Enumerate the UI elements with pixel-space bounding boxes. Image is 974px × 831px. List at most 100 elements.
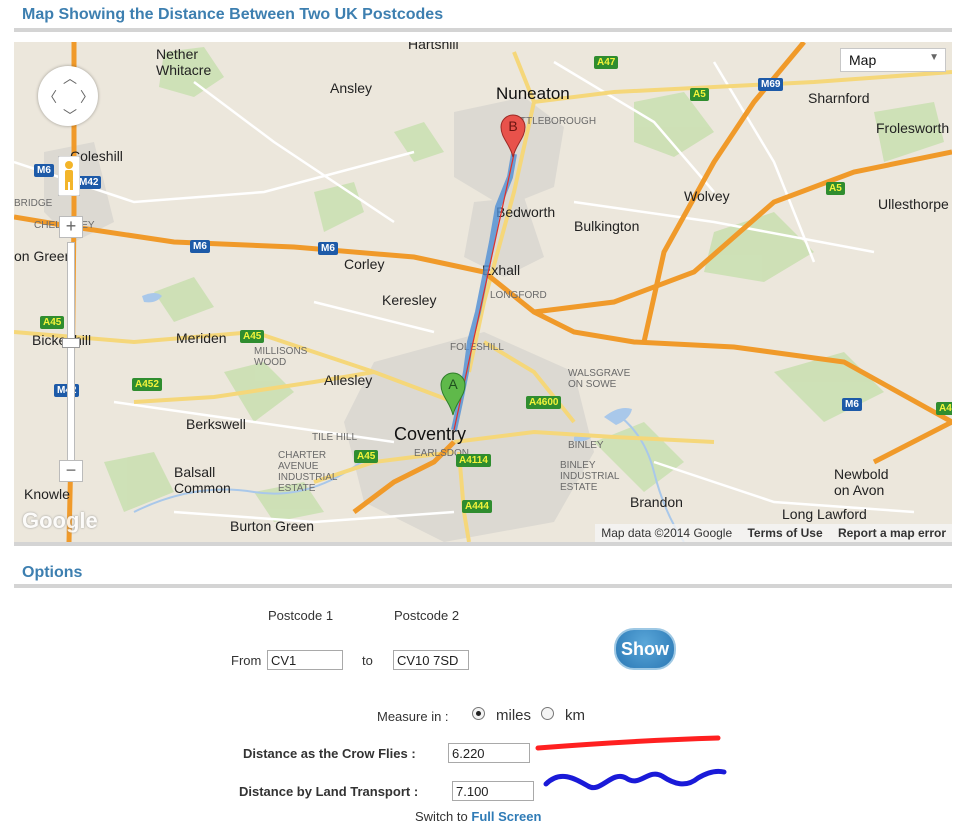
place-hartshill: Hartshill bbox=[408, 42, 459, 52]
place-millisons-wood: MILLISONS WOOD bbox=[254, 346, 308, 368]
place-newbold: Newbold on Avon bbox=[834, 466, 889, 498]
marker-b[interactable]: B bbox=[500, 114, 526, 158]
place-wolvey: Wolvey bbox=[684, 188, 730, 204]
miles-label[interactable]: miles bbox=[496, 707, 532, 724]
place-berkswell: Berkswell bbox=[186, 416, 246, 432]
terms-of-use-link[interactable]: Terms of Use bbox=[747, 526, 823, 540]
place-frolesworth: Frolesworth bbox=[876, 120, 950, 136]
pan-down-icon[interactable]: ﹀ bbox=[63, 108, 77, 124]
to-label: to bbox=[362, 653, 373, 668]
road-shield-a45: A45 bbox=[936, 402, 952, 415]
road-shield-a444: A444 bbox=[462, 500, 492, 513]
from-label: From bbox=[231, 653, 262, 668]
place-burton-green: Burton Green bbox=[230, 518, 315, 534]
place-long-lawford: Long Lawford bbox=[782, 506, 867, 522]
land-transport-value bbox=[452, 781, 534, 801]
zoom-out-button[interactable]: − bbox=[59, 460, 83, 482]
place-meriden: Meriden bbox=[176, 330, 227, 346]
road-shield-a45: A45 bbox=[354, 450, 379, 463]
place-bridge: BRIDGE bbox=[14, 198, 53, 209]
road-shield-m42: M42 bbox=[76, 176, 102, 189]
place-bedworth: Bedworth bbox=[496, 204, 556, 220]
place-coleshill: Coleshill bbox=[70, 148, 123, 164]
switch-to-label: Switch to Full Screen bbox=[415, 809, 542, 824]
options-title: Options bbox=[22, 564, 83, 581]
report-map-error-link[interactable]: Report a map error bbox=[837, 526, 946, 540]
road-shield-a5: A5 bbox=[690, 88, 709, 101]
red-underline-annotation bbox=[535, 735, 721, 751]
place-walsgrave: WALSGRAVE ON SOWE bbox=[568, 368, 631, 390]
map-canvas[interactable]: Nether Whitacre Hartshill Ansley Nuneato… bbox=[14, 42, 952, 542]
crow-flies-value bbox=[448, 743, 530, 763]
place-nether-whitacre: Nether Whitacre bbox=[156, 46, 212, 78]
place-corley: Corley bbox=[344, 256, 385, 272]
measure-label: Measure in : bbox=[377, 709, 449, 724]
map-pin-icon bbox=[500, 114, 526, 158]
show-button[interactable]: Show bbox=[614, 628, 676, 670]
map-bottom-divider bbox=[14, 542, 952, 546]
place-keresley: Keresley bbox=[382, 292, 437, 308]
pan-left-icon[interactable]: 〈 bbox=[43, 89, 57, 105]
miles-radio[interactable] bbox=[472, 707, 485, 720]
place-charter-avenue: CHARTER AVENUE INDUSTRIAL ESTATE bbox=[278, 450, 338, 494]
pan-control[interactable]: ︿ ﹀ 〈 〉 bbox=[38, 66, 98, 126]
zoom-slider-track[interactable] bbox=[67, 242, 75, 474]
road-shield-a45: A45 bbox=[240, 330, 265, 343]
road-shield-m6: M6 bbox=[34, 164, 54, 177]
postcode1-label: Postcode 1 bbox=[268, 608, 334, 623]
blue-scribble-annotation bbox=[543, 768, 727, 791]
road-shield-a4600: A4600 bbox=[526, 396, 562, 409]
place-attleborough: ATTLEBOROUGH bbox=[514, 116, 597, 127]
road-shield-a5: A5 bbox=[826, 182, 845, 195]
title-divider bbox=[14, 28, 952, 32]
crow-flies-label: Distance as the Crow Flies : bbox=[243, 746, 416, 761]
full-screen-link[interactable]: Full Screen bbox=[471, 809, 542, 824]
place-exhall: Exhall bbox=[482, 262, 521, 278]
page-title: Map Showing the Distance Between Two UK … bbox=[22, 6, 444, 23]
route-overlay bbox=[451, 153, 517, 431]
options-divider bbox=[14, 584, 952, 588]
place-tile-hill: TILE HILL bbox=[312, 432, 358, 443]
place-ansley: Ansley bbox=[330, 80, 373, 96]
pegman-icon[interactable] bbox=[58, 156, 80, 196]
place-ullesthorpe: Ullesthorpe bbox=[878, 196, 949, 212]
postcode2-label: Postcode 2 bbox=[394, 608, 460, 623]
marker-a[interactable]: A bbox=[440, 372, 466, 416]
place-knowle: Knowle bbox=[24, 486, 70, 502]
place-longford: LONGFORD bbox=[490, 290, 547, 301]
pan-right-icon[interactable]: 〉 bbox=[80, 89, 94, 105]
map-data-credit: Map data ©2014 Google bbox=[601, 526, 733, 540]
pan-up-icon[interactable]: ︿ bbox=[63, 70, 77, 86]
place-nuneaton: Nuneaton bbox=[496, 84, 570, 103]
map-type-select[interactable]: Map ▼ bbox=[840, 48, 946, 72]
place-allesley: Allesley bbox=[324, 372, 373, 388]
place-balsall-common: Balsall Common bbox=[174, 464, 231, 496]
km-label[interactable]: km bbox=[565, 707, 585, 724]
place-binley-industrial: BINLEY INDUSTRIAL ESTATE bbox=[560, 460, 620, 493]
land-transport-label: Distance by Land Transport : bbox=[239, 784, 419, 799]
road-shield-a452: A452 bbox=[132, 378, 162, 391]
km-radio[interactable] bbox=[541, 707, 554, 720]
place-on-green: on Green bbox=[14, 248, 73, 264]
road-shield-a4114: A4114 bbox=[456, 454, 491, 467]
place-coventry: Coventry bbox=[394, 424, 467, 444]
zoom-in-button[interactable]: + bbox=[59, 216, 83, 238]
to-postcode-input[interactable] bbox=[393, 650, 469, 670]
map-pin-icon bbox=[440, 372, 466, 416]
road-shield-m6: M6 bbox=[190, 240, 210, 253]
place-foleshill: FOLESHILL bbox=[450, 342, 504, 353]
road-shield-m69: M69 bbox=[758, 78, 784, 91]
place-earlsdon: EARLSDON bbox=[414, 448, 470, 459]
dropdown-arrow-icon: ▼ bbox=[929, 52, 939, 63]
road-shield-m6: M6 bbox=[842, 398, 862, 411]
place-brandon: Brandon bbox=[630, 494, 683, 510]
from-postcode-input[interactable] bbox=[267, 650, 343, 670]
place-bulkington: Bulkington bbox=[574, 218, 640, 234]
zoom-slider-handle[interactable] bbox=[62, 338, 80, 348]
road-shield-m6: M6 bbox=[318, 242, 338, 255]
annotation-strokes bbox=[535, 735, 727, 791]
road-shield-a47: A47 bbox=[594, 56, 619, 69]
google-logo: Google bbox=[22, 508, 98, 533]
map-attribution: Map data ©2014 Google Terms of Use Repor… bbox=[595, 524, 952, 542]
place-binley: BINLEY bbox=[568, 440, 604, 451]
